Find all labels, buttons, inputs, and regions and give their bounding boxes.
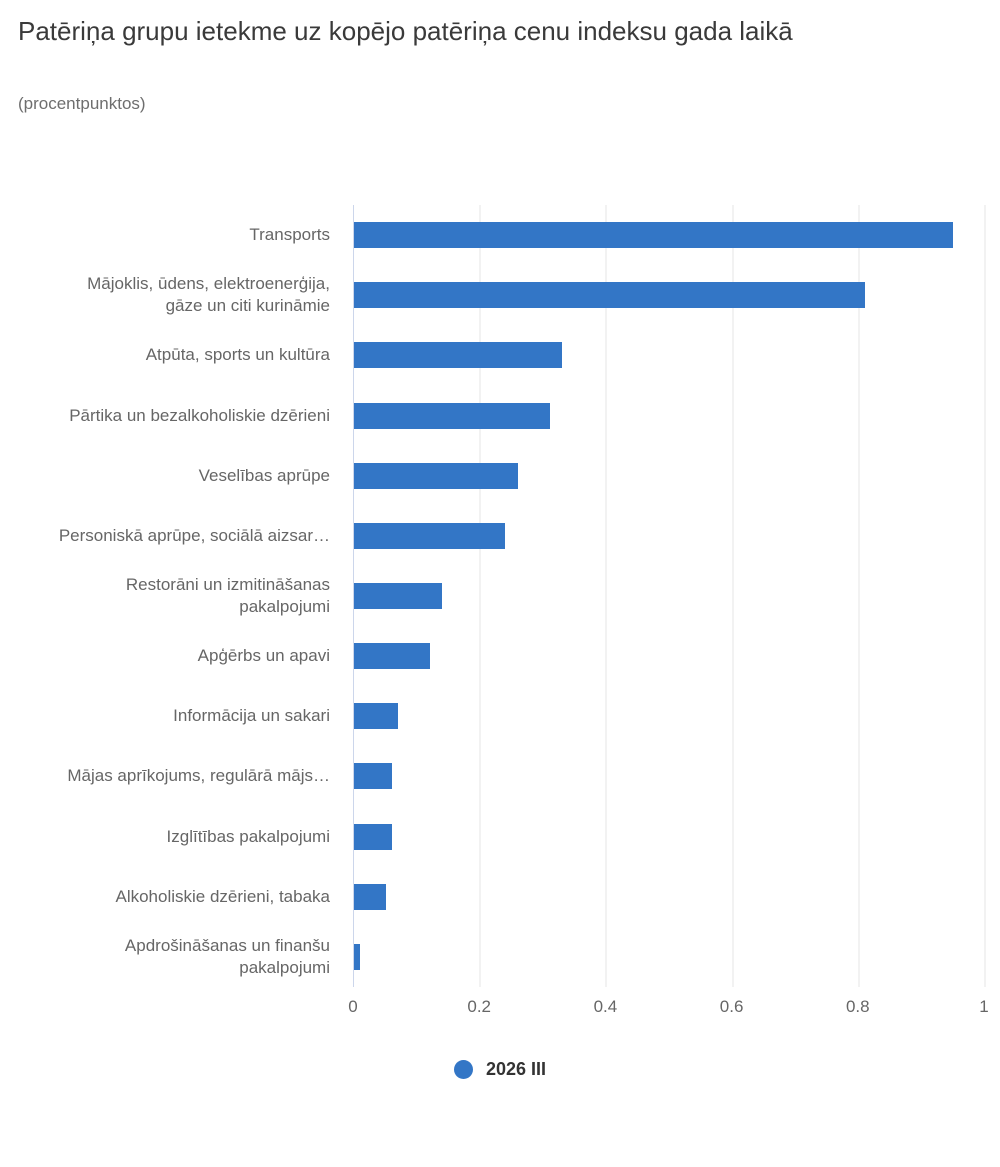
category-label: Izglītības pakalpojumi bbox=[166, 826, 330, 846]
x-tick-label: 0.8 bbox=[845, 997, 870, 1016]
x-tick-label: 0.2 bbox=[467, 997, 492, 1016]
bar[interactable] bbox=[354, 342, 563, 369]
bar[interactable] bbox=[354, 943, 361, 970]
x-axis-labels: 0 0.2 0.4 0.6 0.8 1 bbox=[0, 997, 1000, 1021]
bar-row bbox=[354, 566, 985, 626]
x-tick-label: 0.6 bbox=[719, 997, 744, 1016]
category-label: Atpūta, sports un kultūra bbox=[145, 345, 330, 365]
bar-row bbox=[354, 506, 985, 566]
legend-label: 2026 III bbox=[485, 1059, 547, 1079]
bar-row bbox=[354, 686, 985, 746]
bar[interactable] bbox=[354, 282, 866, 309]
bar[interactable] bbox=[354, 883, 386, 910]
bar[interactable] bbox=[354, 402, 550, 429]
chart-title: Patēriņa grupu ietekme uz kopējo patēriņ… bbox=[18, 16, 793, 46]
category-label: Apģērbs un apavi bbox=[197, 646, 330, 666]
gridline bbox=[732, 205, 734, 987]
gridline bbox=[605, 205, 607, 987]
bar[interactable] bbox=[354, 222, 954, 249]
bar[interactable] bbox=[354, 643, 430, 670]
bar-row bbox=[354, 626, 985, 686]
bar-row bbox=[354, 265, 985, 325]
bar[interactable] bbox=[354, 583, 443, 610]
chart-subtitle: (procentpunktos) bbox=[18, 94, 146, 113]
category-labels: Transports Mājoklis, ūdens, elektroenerģi… bbox=[0, 205, 330, 987]
legend-marker-icon bbox=[453, 1060, 473, 1079]
category-label: Mājas aprīkojums, regulārā mājs… bbox=[67, 766, 330, 786]
gridline bbox=[479, 205, 481, 987]
category-label: Pārtika un bezalkoholiskie dzērieni bbox=[69, 405, 330, 425]
x-tick-label: 0 bbox=[348, 997, 358, 1016]
x-tick-label: 0.4 bbox=[593, 997, 618, 1016]
category-label: Restorāni un izmitināšanas pakalpojumi bbox=[125, 575, 330, 617]
bar-row bbox=[354, 867, 985, 927]
bar-row bbox=[354, 446, 985, 506]
bar[interactable] bbox=[354, 823, 392, 850]
bar-row bbox=[354, 746, 985, 806]
bar-row bbox=[354, 385, 985, 445]
gridline bbox=[858, 205, 860, 987]
legend-item[interactable]: 2026 III bbox=[0, 1059, 1000, 1080]
bar-row bbox=[354, 807, 985, 867]
bar[interactable] bbox=[354, 703, 399, 730]
x-tick-label: 1 bbox=[979, 997, 989, 1016]
category-label: Transports bbox=[249, 225, 330, 245]
bar[interactable] bbox=[354, 763, 392, 790]
category-label: Informācija un sakari bbox=[173, 706, 330, 726]
category-label: Apdrošināšanas un finanšu pakalpojumi bbox=[124, 935, 330, 977]
category-label: Veselības aprūpe bbox=[198, 465, 330, 485]
bar-row bbox=[354, 325, 985, 385]
category-label: Mājoklis, ūdens, elektroenerģija, gāze u… bbox=[87, 274, 330, 316]
category-label: Personiskā aprūpe, sociālā aizsar… bbox=[58, 525, 330, 545]
bar-row bbox=[354, 927, 985, 987]
bar[interactable] bbox=[354, 462, 519, 489]
bar-rows bbox=[354, 205, 985, 987]
category-label: Alkoholiskie dzērieni, tabaka bbox=[115, 886, 330, 906]
plot-area bbox=[353, 205, 986, 987]
gridline bbox=[984, 205, 986, 987]
bar[interactable] bbox=[354, 522, 506, 549]
bar-row bbox=[354, 205, 985, 265]
